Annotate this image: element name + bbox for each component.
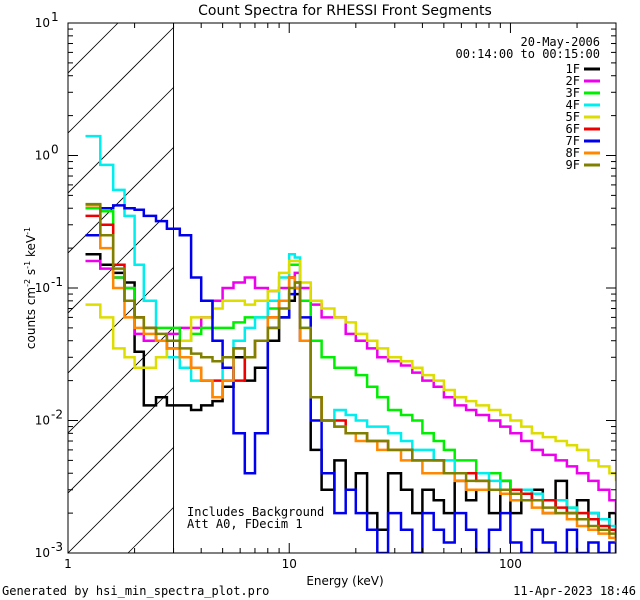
series-line-9F [85, 202, 616, 538]
y-tick-label: 10 [35, 414, 50, 428]
footer-generated-by: Generated by hsi_min_spectra_plot.pro [2, 584, 269, 598]
footer-timestamp: 11-Apr-2023 18:46 [513, 584, 636, 598]
legend-label-4F: 4F [566, 98, 580, 112]
legend-label-2F: 2F [566, 74, 580, 88]
y-tick-label: 10 [35, 281, 50, 295]
x-tick-label: 10 [282, 557, 297, 571]
y-tick-exponent: 1 [51, 10, 59, 24]
time-range-label: 00:14:00 to 00:15:00 [456, 47, 601, 61]
y-label-main: counts cm [24, 287, 38, 349]
y-label-sup-1: -2 [23, 279, 32, 287]
x-axis-label: Energy (keV) [306, 574, 383, 588]
x-tick-label: 100 [499, 557, 522, 571]
series-line-2F [85, 259, 616, 514]
legend-label-3F: 3F [566, 86, 580, 100]
excluded-region-hatch [68, 23, 616, 553]
x-tick-label: 1 [64, 557, 72, 571]
y-label-end: keV [24, 234, 38, 261]
series-line-7F [85, 204, 616, 553]
y-label-mid: s [24, 269, 38, 279]
y-label-sup-3: -1 [23, 227, 32, 235]
annotation-attenuator: Att A0, FDecim 1 [187, 517, 303, 531]
series-layer [85, 134, 616, 553]
legend-label-8F: 8F [566, 146, 580, 160]
y-tick-exponent: -1 [51, 275, 63, 289]
legend-label-7F: 7F [566, 134, 580, 148]
y-tick-exponent: 0 [51, 143, 59, 157]
legend-label-6F: 6F [566, 122, 580, 136]
y-axis-label: counts cm-2 s-1 keV-1 [23, 227, 38, 349]
series-line-5F [85, 259, 616, 481]
legend-label-1F: 1F [566, 62, 580, 76]
hatch-mask [174, 23, 616, 553]
legend-label-9F: 9F [566, 158, 580, 172]
y-tick-label: 10 [35, 149, 50, 163]
chart-title: Count Spectra for RHESSI Front Segments [198, 3, 492, 19]
hatch-line [68, 23, 179, 134]
hatch-line [68, 23, 239, 194]
legend-label-5F: 5F [566, 110, 580, 124]
annotation-background: Includes Background [187, 505, 324, 519]
y-tick-exponent: -2 [51, 408, 63, 422]
y-tick-label: 10 [35, 16, 50, 30]
date-label: 20-May-2006 [521, 35, 600, 49]
y-label-sup-2: -1 [23, 261, 32, 269]
y-tick-exponent: -3 [51, 540, 63, 554]
y-tick-label: 10 [35, 546, 50, 560]
